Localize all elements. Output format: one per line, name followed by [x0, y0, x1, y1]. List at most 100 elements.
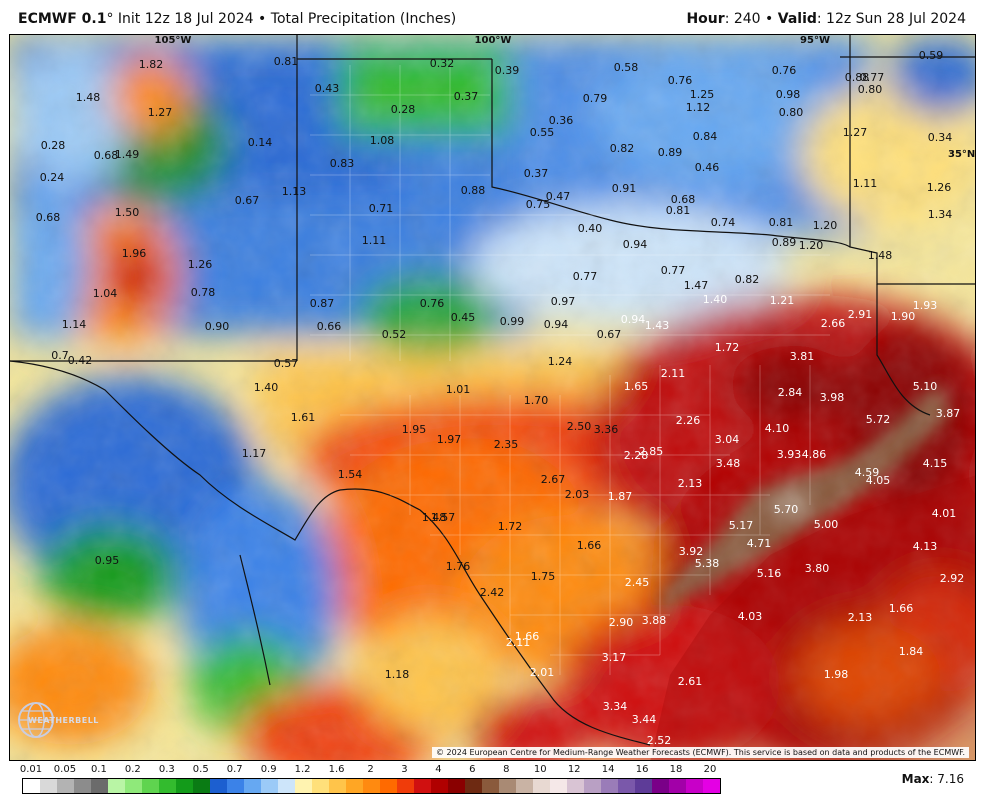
precip-value-label: 0.37 — [523, 167, 549, 180]
precip-value-label: 0.94 — [620, 313, 646, 326]
precip-value-label: 0.83 — [329, 157, 355, 170]
precip-value-label: 0.94 — [622, 238, 648, 251]
scale-tick-label: 6 — [469, 764, 476, 775]
precip-value-label: 0.94 — [543, 318, 569, 331]
scale-swatch — [193, 779, 210, 793]
precip-value-label: 3.48 — [715, 457, 741, 470]
scale-swatch — [346, 779, 363, 793]
precip-value-label: 0.14 — [247, 136, 273, 149]
scale-tick-label: 0.01 — [19, 764, 43, 775]
precip-value-label: 0.74 — [710, 216, 736, 229]
precip-value-label: 3.81 — [789, 350, 815, 363]
precip-value-label: 3.87 — [935, 407, 961, 420]
precip-value-label: 0.84 — [692, 130, 718, 143]
scale-swatch — [295, 779, 312, 793]
lon-label-95w: 95°W — [800, 35, 830, 46]
precip-value-label: 1.20 — [812, 219, 838, 232]
precip-value-label: 1.34 — [927, 208, 953, 221]
scale-swatch — [108, 779, 125, 793]
precip-value-label: 0.68 — [35, 211, 61, 224]
scale-swatch — [567, 779, 584, 793]
precip-value-label: 1.65 — [623, 380, 649, 393]
gulf-of-mexico — [650, 475, 975, 760]
precip-value-label: 0.81 — [768, 216, 794, 229]
scale-swatch — [227, 779, 244, 793]
precip-value-label: 1.11 — [361, 234, 387, 247]
precip-value-label: 0.36 — [548, 114, 574, 127]
precip-value-label: 0.81 — [665, 204, 691, 217]
scale-swatch — [397, 779, 414, 793]
scale-swatch — [448, 779, 465, 793]
scale-swatch — [686, 779, 703, 793]
scale-tick-label: 0.5 — [192, 764, 209, 775]
scale-tick-label: 20 — [703, 764, 717, 775]
scale-swatch — [465, 779, 482, 793]
precip-value-label: 0.24 — [39, 171, 65, 184]
scale-swatch — [703, 779, 720, 793]
scale-swatch — [363, 779, 380, 793]
forecast-time: Hour: 240 • Valid: 12z Sun 28 Jul 2024 — [686, 11, 966, 27]
precip-value-label: 0.87 — [309, 297, 335, 310]
scale-swatch — [533, 779, 550, 793]
scale-swatch — [618, 779, 635, 793]
scale-swatch — [550, 779, 567, 793]
precip-value-label: 3.93 — [776, 448, 802, 461]
scale-swatch — [652, 779, 669, 793]
precip-value-label: 0.46 — [694, 161, 720, 174]
precip-value-label: 2.90 — [608, 616, 634, 629]
scale-tick-label: 0.9 — [260, 764, 277, 775]
precipitation-map[interactable]: 105°W 100°W 95°W 35°N 1.82 1.48 1.27 0.28 0.… — [9, 34, 976, 761]
scale-swatch — [91, 779, 108, 793]
precip-value-label: 1.54 — [337, 468, 363, 481]
precip-value-label: 5.38 — [694, 557, 720, 570]
max-value: Max: 7.16 — [902, 772, 964, 786]
precip-value-label: 2.13 — [847, 611, 873, 624]
precip-value-label: 0.55 — [529, 126, 555, 139]
precip-value-label: 1.84 — [898, 645, 924, 658]
precip-value-label: 0.79 — [582, 92, 608, 105]
precip-value-label: 0.59 — [918, 49, 944, 62]
precip-value-label: 4.05 — [865, 474, 891, 487]
precip-value-label: 0.28 — [40, 139, 66, 152]
hour-label: Hour — [686, 11, 725, 27]
scale-tick-label: 4 — [435, 764, 442, 775]
precip-value-label: 4.10 — [764, 422, 790, 435]
product-name: Total Precipitation (Inches) — [270, 11, 457, 27]
valid-value: : 12z Sun 28 Jul 2024 — [816, 11, 966, 27]
precip-value-label: 1.66 — [576, 539, 602, 552]
precip-value-label: 1.50 — [114, 206, 140, 219]
scale-swatch — [329, 779, 346, 793]
precip-value-label: 0.88 — [844, 71, 870, 84]
precip-value-label: 1.24 — [547, 355, 573, 368]
state-boundaries — [10, 35, 975, 746]
scale-tick-label: 0.05 — [53, 764, 77, 775]
precip-value-label: 2.28 — [623, 449, 649, 462]
precip-value-label: 3.34 — [602, 700, 628, 713]
max-number: : 7.16 — [929, 772, 964, 786]
county-lines — [310, 65, 830, 675]
precip-value-label: 2.42 — [479, 586, 505, 599]
scale-tick-label: 16 — [635, 764, 649, 775]
precip-value-label: 1.40 — [702, 293, 728, 306]
precip-value-label: 2.13 — [677, 477, 703, 490]
precip-value-label: 1.72 — [497, 520, 523, 533]
logo-text: WEATHERBELL — [28, 716, 99, 725]
scale-bar — [22, 778, 721, 794]
precip-value-label: 1.14 — [61, 318, 87, 331]
precip-value-label: 1.47 — [683, 279, 709, 292]
precip-value-label: 1.20 — [798, 239, 824, 252]
precip-value-label: 1.25 — [689, 88, 715, 101]
precip-value-label: 0.34 — [927, 131, 953, 144]
precip-value-label: 2.67 — [540, 473, 566, 486]
precip-value-label: 1.82 — [138, 58, 164, 71]
scale-swatch — [40, 779, 57, 793]
scale-swatch — [635, 779, 652, 793]
precip-value-label: 0.76 — [667, 74, 693, 87]
precip-value-label: 0.37 — [453, 90, 479, 103]
precip-value-label: 0.45 — [450, 311, 476, 324]
precip-value-label: 1.48 — [75, 91, 101, 104]
precip-value-label: 2.84 — [777, 386, 803, 399]
scale-swatch — [516, 779, 533, 793]
precip-value-label: 0.58 — [613, 61, 639, 74]
model-name: ECMWF 0.1 — [18, 11, 107, 27]
